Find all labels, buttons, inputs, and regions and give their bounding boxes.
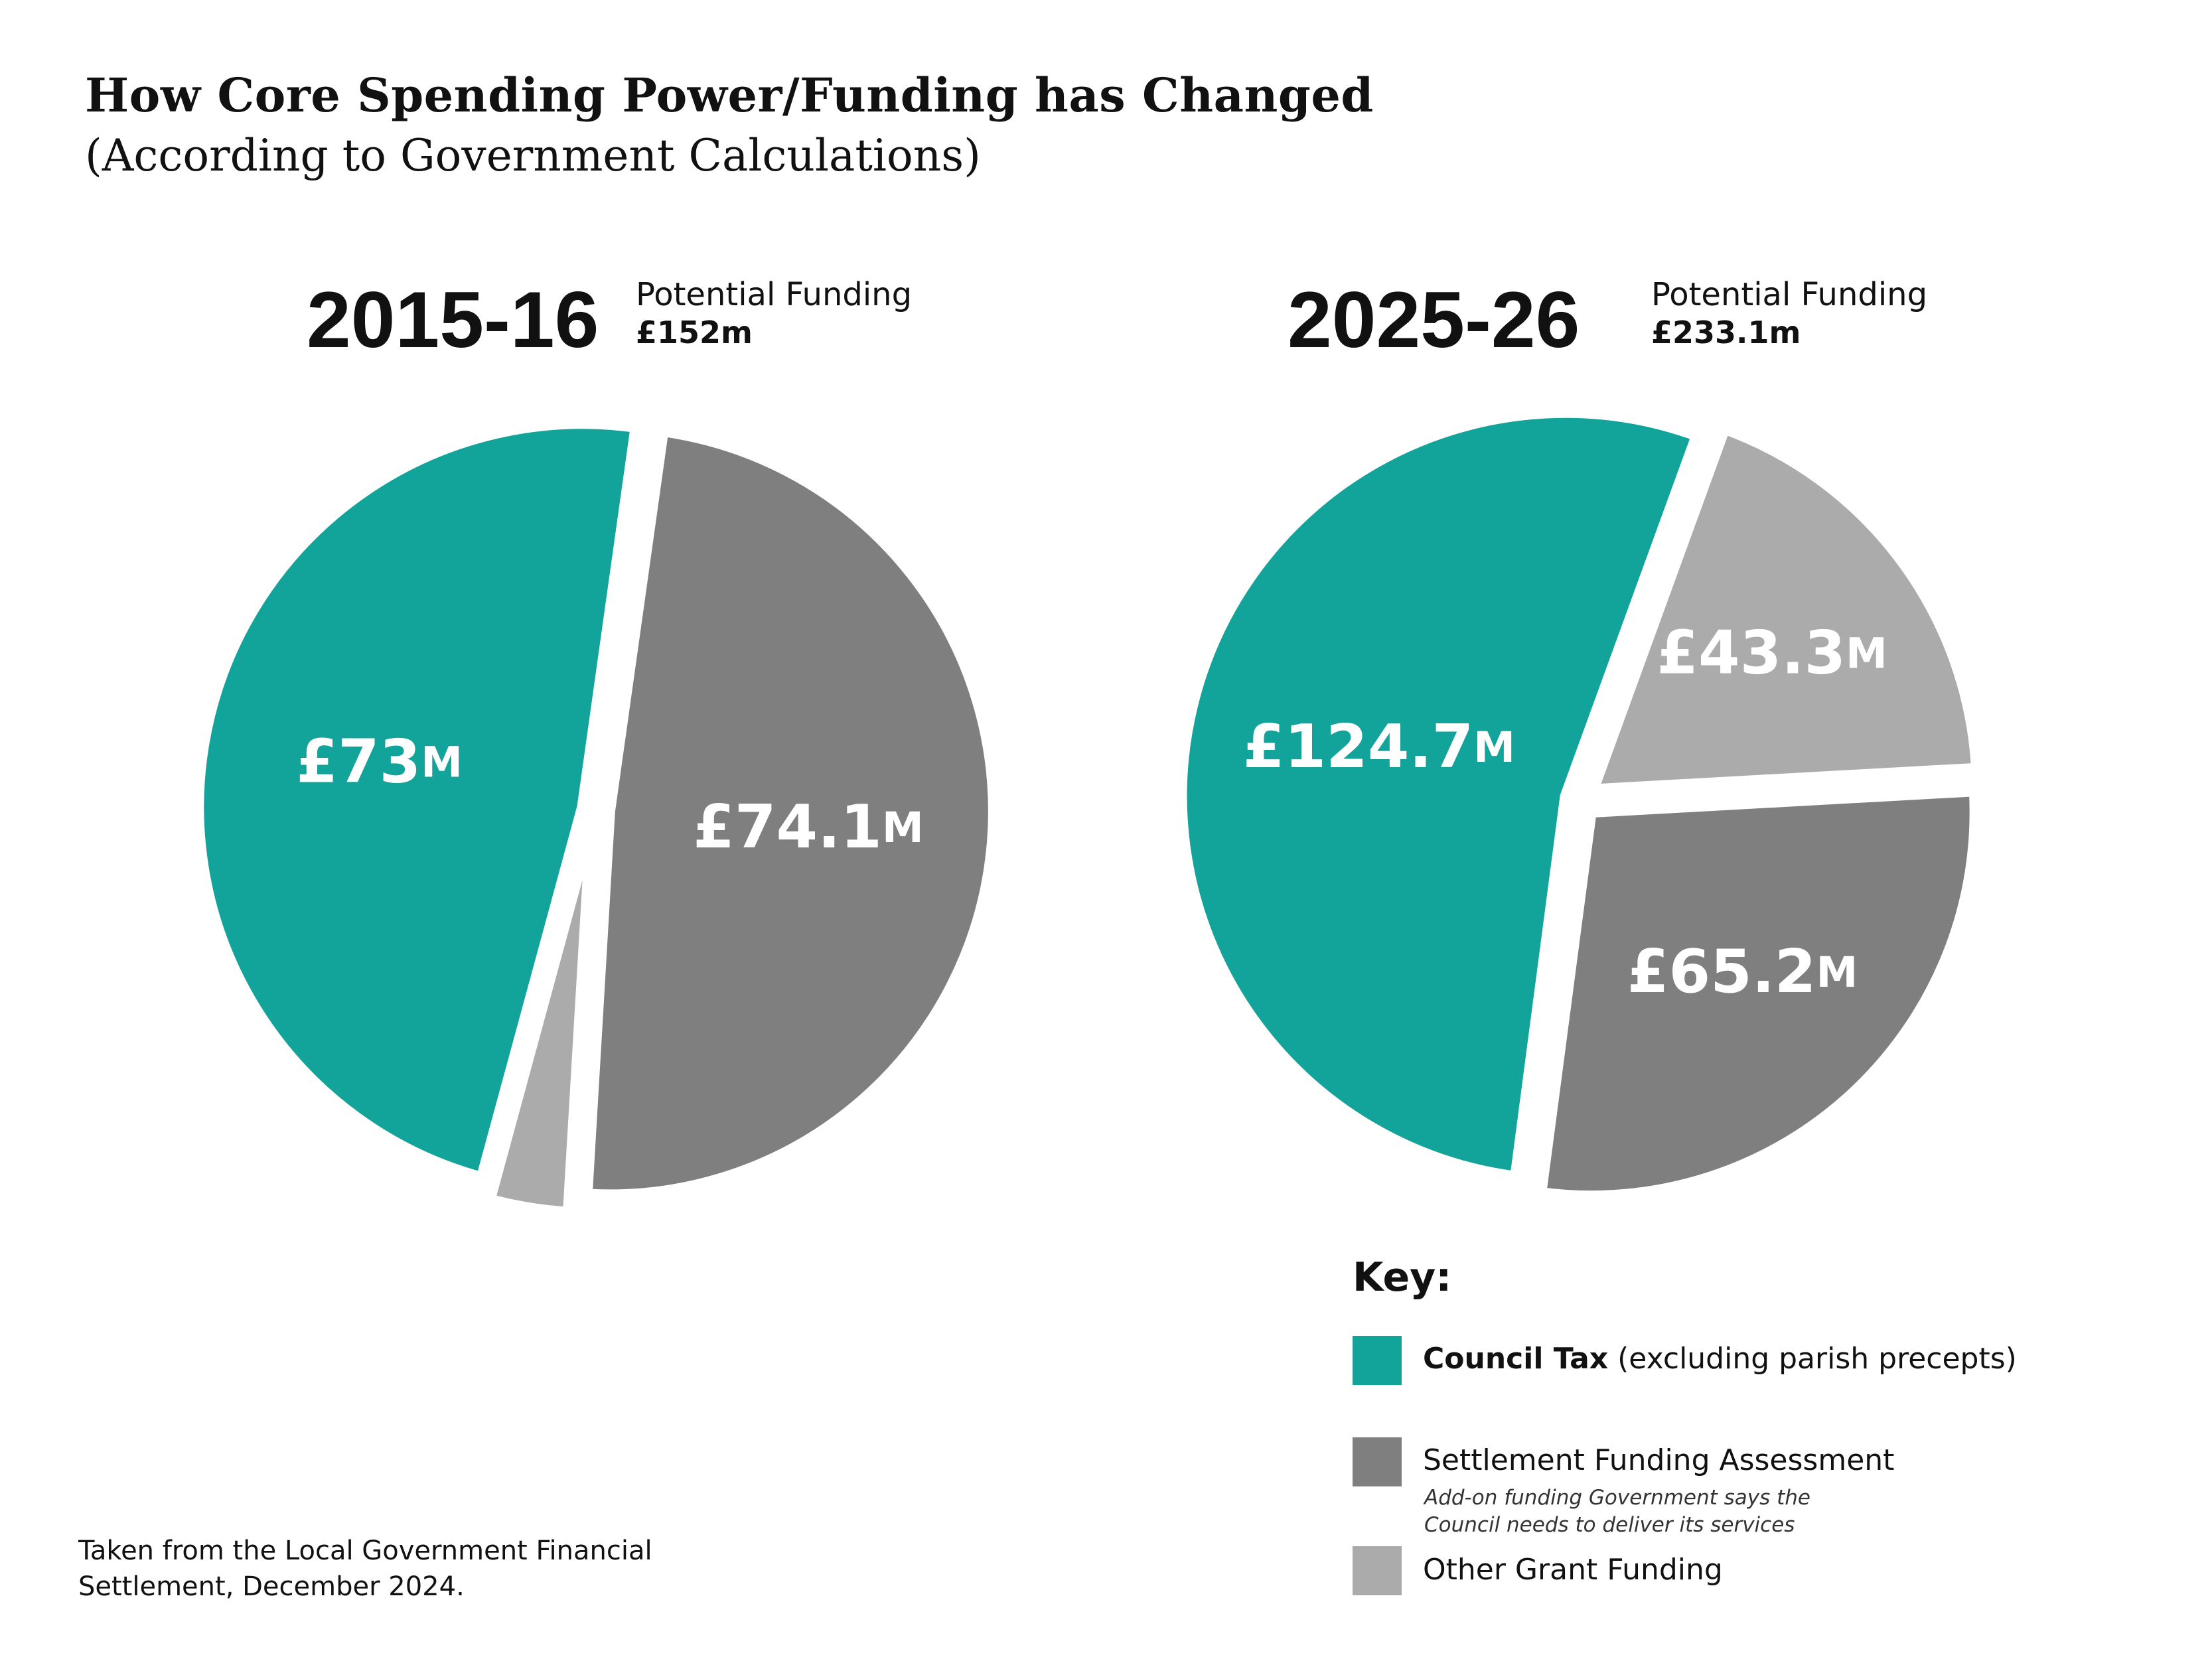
pie-2-label-unit: M [1816, 948, 1858, 997]
pie-2-year: 2025-26 [1288, 275, 1580, 364]
pie-2-label-value: £124.7 [1243, 712, 1473, 782]
pie-1-potential-label: Potential Funding [636, 276, 913, 313]
pie-2-slice-council-tax [1176, 407, 1704, 1183]
key-item-other-grant: Other Grant Funding [1423, 1553, 1723, 1587]
pie-2-label-unit: M [1846, 630, 1887, 678]
pie-2-potential-value: £233.1m [1651, 315, 1801, 350]
key-swatch-council-tax [1353, 1336, 1402, 1385]
pie-2-slice-other-grant-funding [1585, 422, 1982, 796]
key-swatch-other-grant [1353, 1546, 1402, 1595]
pie-2-potential-label: Potential Funding [1651, 276, 1928, 313]
pie-1-slice-other-grant-funding [483, 828, 597, 1218]
pie-1-slice-settlement-funding-assessment [581, 425, 999, 1200]
source-note: Taken from the Local Government Financia… [78, 1536, 652, 1602]
pie-1-label-unit: M [421, 739, 463, 787]
pie-2-label-value: £65.2 [1627, 937, 1816, 1007]
pie-1-label-unit: M [882, 804, 924, 852]
key-item-settlement-note: Add-on funding Government says the Counc… [1424, 1486, 1810, 1537]
pie-1-label-value: £5 [612, 1256, 690, 1321]
pie-1-label-settlement-funding-assessment: £74.1M [693, 792, 923, 862]
pie-1-label-other-grant-funding: £5M [612, 1256, 729, 1321]
pie-2-label-value: £43.3 [1657, 618, 1846, 688]
pie-2-label-settlement-funding-assessment: £65.2M [1627, 937, 1858, 1007]
pie-1-label-value: £73 [296, 727, 421, 796]
pie-1-year: 2015-16 [307, 275, 599, 364]
chart-title: How Core Spending Power/Funding has Chan… [85, 68, 1374, 123]
pie-1-label-value: £74.1 [693, 792, 882, 862]
key-swatch-settlement-funding [1353, 1437, 1402, 1486]
pie-2-label-other-grant-funding: £43.3M [1657, 618, 1887, 688]
pie-2-label-council-tax: £124.7M [1243, 712, 1515, 782]
key-item-council-tax: Council Tax (excluding parish precepts) [1423, 1342, 2017, 1376]
chart-subtitle: (According to Government Calculations) [85, 130, 981, 181]
pie-2-label-unit: M [1473, 723, 1515, 772]
pie-1-slice-council-tax [193, 418, 642, 1184]
pie-1-potential-value: £152m [636, 315, 753, 350]
pie-1-label-council-tax: £73M [296, 727, 463, 796]
key-item-council-tax-bold: Council Tax [1423, 1342, 1609, 1376]
key-title: Key: [1353, 1254, 1452, 1301]
pie-1-label-unit: M [690, 1267, 729, 1313]
key-item-settlement-funding: Settlement Funding Assessment [1423, 1443, 1895, 1477]
pie-2-slice-settlement-funding-assessment [1535, 785, 1980, 1202]
key-item-council-tax-text: (excluding parish precepts) [1608, 1342, 2017, 1376]
